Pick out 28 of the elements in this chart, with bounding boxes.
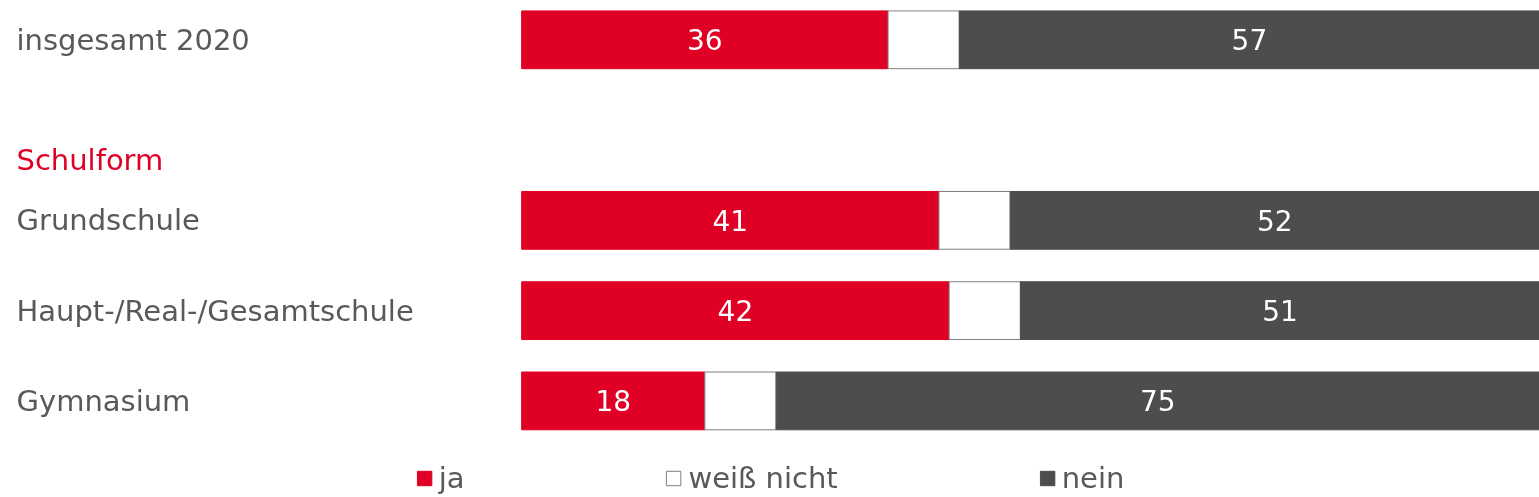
y-tick-label: Gymnasium bbox=[16, 383, 191, 418]
bar bbox=[521, 10, 889, 70]
y-tick-label: Haupt-/Real-/Gesamtschule bbox=[16, 293, 414, 328]
data-label: 18 bbox=[595, 385, 632, 419]
data-label: 41 bbox=[712, 204, 749, 238]
data-label: 36 bbox=[687, 24, 723, 58]
bar bbox=[775, 371, 1539, 431]
bar bbox=[958, 10, 1539, 70]
text: Schulform bbox=[16, 143, 164, 178]
bar bbox=[521, 281, 950, 341]
data-label: 52 bbox=[1257, 204, 1293, 238]
data-label: 51 bbox=[1262, 295, 1298, 329]
data-label: 75 bbox=[1139, 385, 1176, 419]
bar bbox=[1019, 281, 1539, 341]
legend-label: ja bbox=[438, 461, 465, 495]
data-label: 42 bbox=[717, 295, 754, 329]
bar bbox=[521, 190, 940, 250]
bar bbox=[948, 281, 1021, 341]
legend-label: weiß nicht bbox=[688, 461, 838, 495]
legend-label: nein bbox=[1061, 461, 1125, 495]
y-tick-label: insgesamt 2020 bbox=[16, 22, 250, 57]
data-label: 57 bbox=[1231, 24, 1268, 58]
bar bbox=[938, 190, 1011, 250]
bar bbox=[521, 371, 706, 431]
bar bbox=[704, 371, 777, 431]
bar bbox=[887, 10, 960, 70]
y-tick-label: Grundschule bbox=[16, 203, 200, 238]
bar bbox=[1009, 190, 1539, 250]
